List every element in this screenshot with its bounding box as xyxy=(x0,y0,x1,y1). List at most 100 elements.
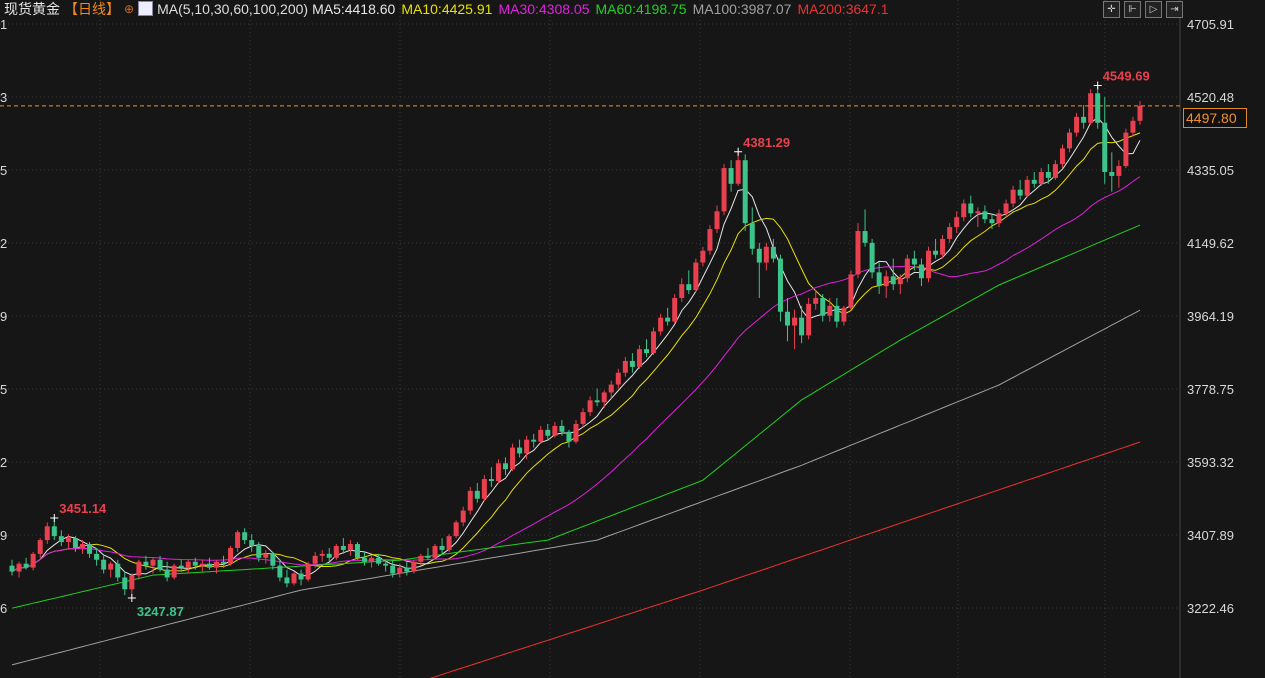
candle-body xyxy=(975,211,981,214)
candle-body xyxy=(1067,132,1072,149)
candle xyxy=(65,534,71,550)
candle xyxy=(721,164,727,216)
candle xyxy=(806,297,812,340)
candle-body xyxy=(425,555,431,558)
candle xyxy=(136,559,142,580)
candle-body xyxy=(143,561,149,566)
candle-body xyxy=(263,553,269,558)
candle-body xyxy=(221,561,226,564)
candle-body xyxy=(982,211,988,220)
indicator-chart-icon[interactable] xyxy=(138,1,154,16)
candle xyxy=(94,547,100,566)
instrument-title: 现货黄金 xyxy=(4,0,60,17)
period-selector[interactable]: 【日线】 xyxy=(64,0,120,17)
candle-body xyxy=(707,229,713,251)
candle xyxy=(763,242,769,271)
candle xyxy=(911,250,917,271)
candle-body xyxy=(933,250,939,255)
candle xyxy=(397,563,403,578)
candle-body xyxy=(390,565,396,574)
candle xyxy=(1081,105,1087,129)
candle xyxy=(30,551,36,571)
y-tick-label: 3593.32 xyxy=(1187,455,1234,470)
candle xyxy=(1031,171,1037,188)
extreme-label: 4549.69 xyxy=(1103,69,1150,84)
range-end-icon[interactable]: ⇥ xyxy=(1166,1,1183,18)
candle xyxy=(390,559,396,578)
candle-body xyxy=(559,425,565,432)
candle-body xyxy=(418,555,424,562)
candle-body xyxy=(129,575,135,590)
candle xyxy=(270,551,276,570)
candle-body xyxy=(213,561,219,568)
candle-body xyxy=(510,447,516,470)
candle xyxy=(820,294,826,322)
candle xyxy=(213,559,219,574)
candle xyxy=(354,542,360,560)
candle-body xyxy=(488,479,494,482)
candle-body xyxy=(763,246,769,263)
crosshair-circle-icon[interactable]: ⊕ xyxy=(124,1,135,16)
candle xyxy=(601,390,607,409)
candle xyxy=(44,522,50,545)
candle xyxy=(735,151,741,186)
candle-body xyxy=(37,540,43,554)
candle xyxy=(982,205,988,224)
candle xyxy=(263,549,269,564)
candle-body xyxy=(566,431,572,442)
candle xyxy=(728,160,734,192)
candle-body xyxy=(136,561,142,576)
candle xyxy=(495,459,501,483)
candle xyxy=(467,486,473,515)
candle-body xyxy=(206,563,212,568)
candle xyxy=(975,207,981,228)
candle xyxy=(58,530,64,546)
candle xyxy=(284,569,290,588)
candle-body xyxy=(918,264,924,279)
play-icon[interactable]: ▷ xyxy=(1145,1,1162,18)
y-tick-label: 4335.05 xyxy=(1187,163,1234,178)
candle xyxy=(1067,128,1072,153)
candle xyxy=(580,408,586,428)
ma-value-4: MA100:3987.07 xyxy=(692,0,792,17)
crosshair-icon[interactable]: ✛ xyxy=(1103,1,1120,18)
candle-body xyxy=(404,567,410,572)
candle xyxy=(101,555,107,574)
extreme-label: 3247.87 xyxy=(137,604,184,619)
candle xyxy=(954,211,960,234)
candle-body xyxy=(700,250,706,263)
candle xyxy=(178,559,184,572)
candle-body xyxy=(1088,93,1094,123)
candle-body xyxy=(792,317,798,326)
candle xyxy=(693,258,699,293)
candle xyxy=(904,254,910,283)
candle xyxy=(629,353,635,373)
candle xyxy=(1045,164,1051,184)
candle-body xyxy=(1074,116,1080,133)
left-axis-fragment: 6 xyxy=(0,601,7,616)
range-start-icon[interactable]: ⊩ xyxy=(1124,1,1141,18)
candle xyxy=(129,573,135,598)
candle xyxy=(926,246,931,283)
candle-body xyxy=(658,317,664,332)
candle-body xyxy=(1052,164,1058,178)
candle xyxy=(383,559,389,572)
candle xyxy=(573,420,579,444)
candle-body xyxy=(897,278,903,285)
candle-body xyxy=(495,463,501,482)
candle xyxy=(1038,168,1044,186)
candle-body xyxy=(735,160,741,184)
candle xyxy=(1109,152,1115,192)
candle-body xyxy=(23,563,29,568)
candle xyxy=(481,475,487,501)
candle xyxy=(545,423,551,440)
candle-body xyxy=(9,565,15,572)
candle-body xyxy=(629,360,635,367)
candle-body xyxy=(347,544,353,550)
candle xyxy=(9,559,15,576)
candle-body xyxy=(615,372,621,385)
candle xyxy=(834,297,840,328)
candle xyxy=(474,482,480,503)
candle-body xyxy=(44,526,50,541)
